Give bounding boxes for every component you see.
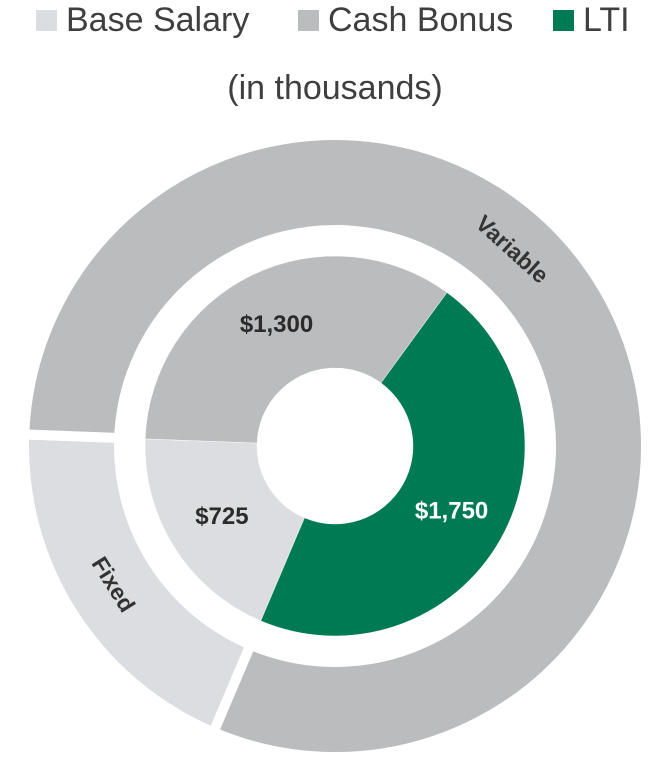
legend-label: LTI xyxy=(583,1,630,39)
legend-label: Base Salary xyxy=(66,1,249,39)
outer-segment xyxy=(19,130,651,762)
legend-swatch xyxy=(36,10,57,31)
value-label: $1,300 xyxy=(240,311,313,338)
inner-segment xyxy=(144,438,305,622)
legend-label: Cash Bonus xyxy=(328,1,513,39)
inner-segment xyxy=(260,292,526,637)
value-label: $1,750 xyxy=(415,497,488,524)
value-label: $725 xyxy=(195,503,248,530)
legend-swatch xyxy=(553,10,574,31)
legend-swatch xyxy=(298,10,319,31)
subtitle: (in thousands) xyxy=(227,69,442,107)
inner-segment xyxy=(144,255,448,444)
